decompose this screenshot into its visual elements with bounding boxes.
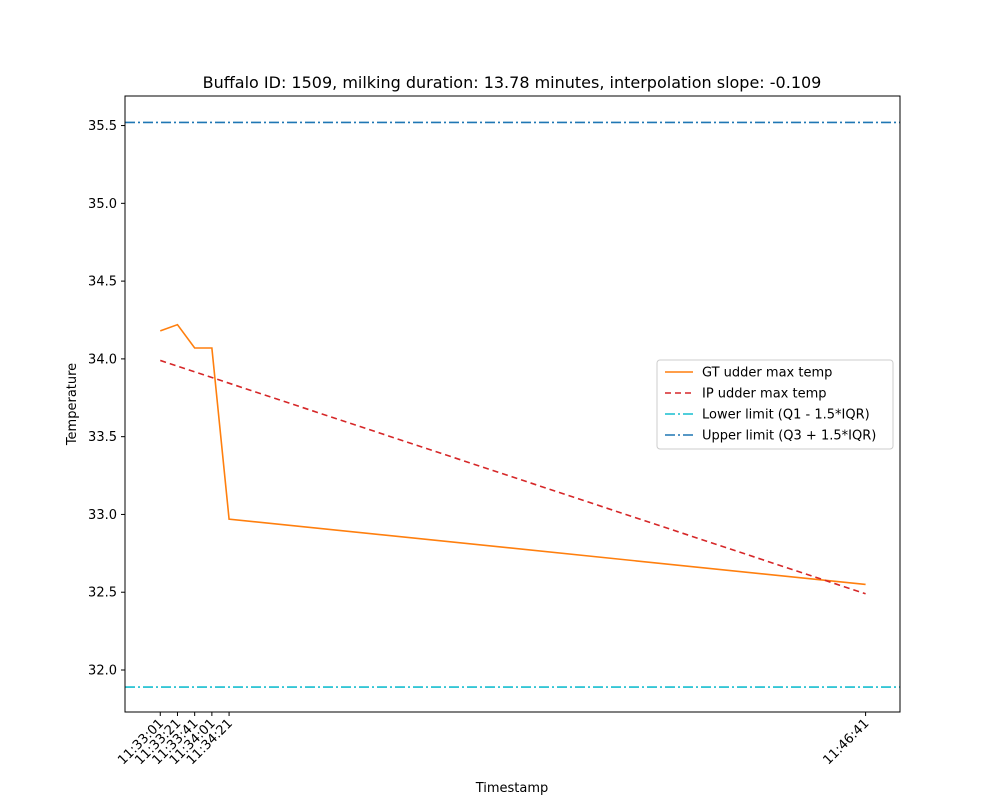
series-line-2: [160, 359, 866, 595]
y-tick-label: 35.5: [88, 119, 117, 134]
legend-label-4: Upper limit (Q3 + 1.5*IQR): [702, 429, 876, 444]
x-axis: 11:33:0111:33:2111:33:4111:34:0111:34:21…: [115, 712, 872, 768]
plot-frame: [124, 95, 901, 713]
legend-label-2: IP udder max temp: [702, 387, 827, 402]
legend-frame: [656, 359, 894, 450]
y-axis: 32.0 32.5 33.0 33.5 34.0 34.5 35.0 35.5: [88, 119, 125, 679]
y-tick-label: 33.0: [88, 508, 117, 523]
x-tick-label: 11:46:41: [821, 716, 873, 768]
chart-title: Buffalo ID: 1509, milking duration: 13.7…: [203, 73, 822, 92]
series-line-1: [159, 323, 866, 586]
y-tick-label: 35.0: [88, 197, 117, 212]
y-tick-label: 34.0: [88, 352, 117, 367]
plot-area: [125, 121, 900, 688]
legend-label-3: Lower limit (Q1 - 1.5*IQR): [702, 408, 870, 423]
y-tick-label: 34.5: [88, 275, 117, 290]
legend-label-1: GT udder max temp: [702, 366, 832, 381]
y-tick-label: 33.5: [88, 430, 117, 445]
y-tick-label: 32.0: [88, 664, 117, 679]
legend: GT udder max temp IP udder max temp Lower …: [656, 359, 894, 450]
x-axis-label: Timestamp: [475, 781, 549, 796]
y-axis-label: Temperature: [65, 363, 80, 446]
y-tick-label: 32.5: [88, 586, 117, 601]
